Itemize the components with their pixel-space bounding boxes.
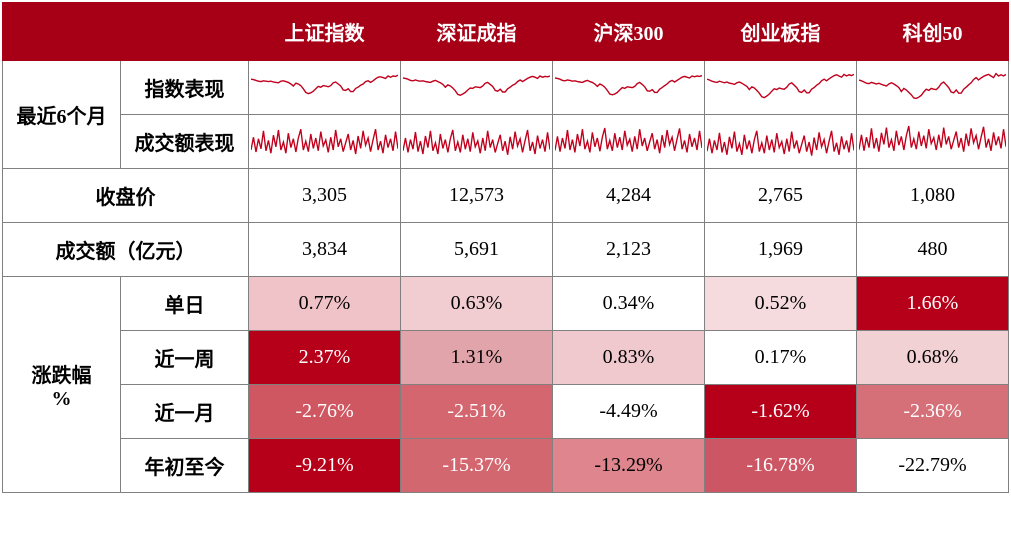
turnover-label: 成交额（亿元） <box>3 223 249 277</box>
chg-1m-szse: -2.51% <box>401 385 553 439</box>
spark-vol-csi300 <box>553 115 705 169</box>
period-1m-label: 近一月 <box>121 385 249 439</box>
chg-1d-star50: 1.66% <box>857 277 1009 331</box>
turnover-star50: 480 <box>857 223 1009 277</box>
chg-ytd-star50: -22.79% <box>857 439 1009 493</box>
spark-vol-szse <box>401 115 553 169</box>
volume-perf-label: 成交额表现 <box>121 115 249 169</box>
header-blank <box>3 3 249 61</box>
header-row: 上证指数 深证成指 沪深300 创业板指 科创50 <box>3 3 1009 61</box>
col-header-sse: 上证指数 <box>249 3 401 61</box>
turnover-csi300: 2,123 <box>553 223 705 277</box>
turnover-chinext: 1,969 <box>705 223 857 277</box>
row-volume-sparkline: 成交额表现 <box>3 115 1009 169</box>
period-1d-label: 单日 <box>121 277 249 331</box>
spark-index-chinext <box>705 61 857 115</box>
period-1w-label: 近一周 <box>121 331 249 385</box>
row-change-1w: 近一周 2.37% 1.31% 0.83% 0.17% 0.68% <box>3 331 1009 385</box>
row-change-ytd: 年初至今 -9.21% -15.37% -13.29% -16.78% -22.… <box>3 439 1009 493</box>
chg-ytd-chinext: -16.78% <box>705 439 857 493</box>
chg-1w-chinext: 0.17% <box>705 331 857 385</box>
chg-1w-csi300: 0.83% <box>553 331 705 385</box>
chg-1w-szse: 1.31% <box>401 331 553 385</box>
chg-1d-chinext: 0.52% <box>705 277 857 331</box>
close-sse: 3,305 <box>249 169 401 223</box>
close-szse: 12,573 <box>401 169 553 223</box>
row-close: 收盘价 3,305 12,573 4,284 2,765 1,080 <box>3 169 1009 223</box>
row-change-1m: 近一月 -2.76% -2.51% -4.49% -1.62% -2.36% <box>3 385 1009 439</box>
turnover-szse: 5,691 <box>401 223 553 277</box>
turnover-sse: 3,834 <box>249 223 401 277</box>
spark-vol-chinext <box>705 115 857 169</box>
chg-ytd-sse: -9.21% <box>249 439 401 493</box>
index-perf-label: 指数表现 <box>121 61 249 115</box>
chg-1w-star50: 0.68% <box>857 331 1009 385</box>
close-chinext: 2,765 <box>705 169 857 223</box>
change-label: 涨跌幅 % <box>3 277 121 493</box>
row-index-sparkline: 最近6个月 指数表现 <box>3 61 1009 115</box>
chg-ytd-szse: -15.37% <box>401 439 553 493</box>
spark-index-sse <box>249 61 401 115</box>
chg-1m-csi300: -4.49% <box>553 385 705 439</box>
period-ytd-label: 年初至今 <box>121 439 249 493</box>
chg-1d-szse: 0.63% <box>401 277 553 331</box>
chg-ytd-csi300: -13.29% <box>553 439 705 493</box>
chg-1m-chinext: -1.62% <box>705 385 857 439</box>
recent-6m-label: 最近6个月 <box>3 61 121 169</box>
spark-index-star50 <box>857 61 1009 115</box>
col-header-csi300: 沪深300 <box>553 3 705 61</box>
spark-index-szse <box>401 61 553 115</box>
spark-vol-star50 <box>857 115 1009 169</box>
chg-1m-sse: -2.76% <box>249 385 401 439</box>
chg-1d-sse: 0.77% <box>249 277 401 331</box>
chg-1w-sse: 2.37% <box>249 331 401 385</box>
col-header-szse: 深证成指 <box>401 3 553 61</box>
close-csi300: 4,284 <box>553 169 705 223</box>
row-change-1d: 涨跌幅 % 单日 0.77% 0.63% 0.34% 0.52% 1.66% <box>3 277 1009 331</box>
spark-vol-sse <box>249 115 401 169</box>
col-header-star50: 科创50 <box>857 3 1009 61</box>
chg-1m-star50: -2.36% <box>857 385 1009 439</box>
col-header-chinext: 创业板指 <box>705 3 857 61</box>
close-star50: 1,080 <box>857 169 1009 223</box>
row-turnover: 成交额（亿元） 3,834 5,691 2,123 1,969 480 <box>3 223 1009 277</box>
chg-1d-csi300: 0.34% <box>553 277 705 331</box>
market-index-table: 上证指数 深证成指 沪深300 创业板指 科创50 最近6个月 指数表现 成交额… <box>2 2 1009 493</box>
close-label: 收盘价 <box>3 169 249 223</box>
spark-index-csi300 <box>553 61 705 115</box>
